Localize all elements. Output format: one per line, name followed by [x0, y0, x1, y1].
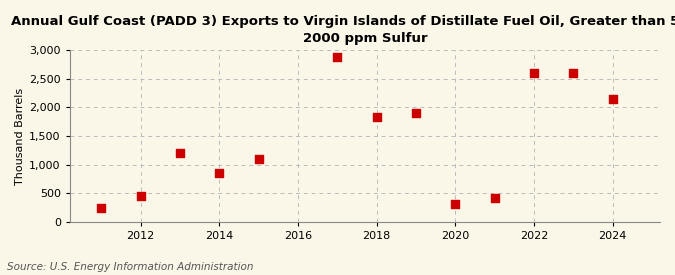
- Text: Source: U.S. Energy Information Administration: Source: U.S. Energy Information Administ…: [7, 262, 253, 272]
- Title: Annual Gulf Coast (PADD 3) Exports to Virgin Islands of Distillate Fuel Oil, Gre: Annual Gulf Coast (PADD 3) Exports to Vi…: [11, 15, 675, 45]
- Point: [371, 115, 382, 119]
- Point: [135, 194, 146, 198]
- Point: [450, 201, 461, 206]
- Point: [332, 55, 343, 60]
- Point: [175, 151, 186, 155]
- Point: [568, 71, 579, 75]
- Point: [214, 170, 225, 175]
- Y-axis label: Thousand Barrels: Thousand Barrels: [15, 87, 25, 185]
- Point: [489, 196, 500, 201]
- Point: [96, 205, 107, 210]
- Point: [608, 97, 618, 101]
- Point: [253, 157, 264, 161]
- Point: [410, 111, 421, 115]
- Point: [529, 71, 539, 75]
